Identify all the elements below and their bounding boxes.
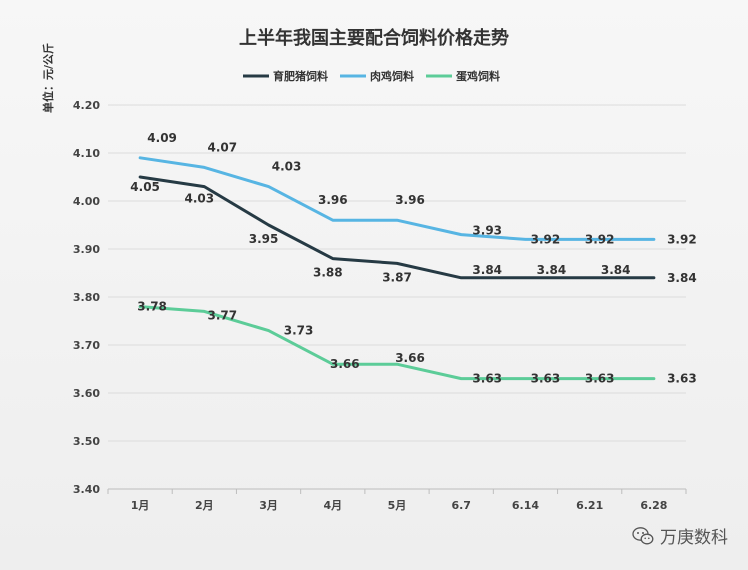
y-tick-label: 4.20 (73, 99, 100, 112)
y-tick-labels: 3.40 3.50 3.60 3.70 3.80 3.90 4.00 4.10 4.20 (73, 99, 100, 496)
data-label: 3.84 (667, 271, 697, 285)
x-tick-label: 1月 (131, 499, 150, 512)
data-label: 3.84 (472, 263, 502, 277)
x-tick-label: 4月 (323, 499, 342, 512)
data-label: 3.92 (531, 232, 561, 246)
watermark-text: 万庚数科 (660, 528, 728, 548)
data-label: 3.66 (330, 357, 360, 371)
y-tick-label: 3.50 (73, 435, 100, 448)
chart-title: 上半年我国主要配合饲料价格走势 (239, 27, 509, 49)
x-tick-label: 5月 (388, 499, 407, 512)
y-tick-label: 3.40 (73, 483, 100, 496)
data-label: 3.63 (472, 372, 502, 386)
x-tick-label: 6.14 (512, 499, 539, 512)
x-tick-label: 6.21 (576, 499, 603, 512)
data-label: 3.88 (313, 266, 343, 280)
data-label: 4.05 (130, 180, 160, 194)
data-label: 3.96 (318, 193, 348, 207)
series-lines (138, 156, 656, 381)
legend-entry: 育肥猪饲料 (273, 69, 328, 83)
data-label: 3.84 (537, 263, 567, 277)
data-label: 3.63 (531, 372, 561, 386)
data-label: 3.92 (667, 232, 697, 246)
data-label: 3.63 (585, 372, 615, 386)
legend: 育肥猪饲料 肉鸡饲料 蛋鸡饲料 (243, 69, 500, 83)
data-label: 4.07 (208, 140, 238, 154)
series-line-2 (138, 305, 656, 381)
x-tick-label: 2月 (195, 499, 214, 512)
data-label: 3.96 (395, 193, 425, 207)
data-label: 4.03 (272, 160, 302, 174)
x-tick-label: 3月 (259, 499, 278, 512)
data-label: 4.03 (185, 192, 215, 206)
y-tick-label: 3.70 (73, 339, 100, 352)
gridlines (107, 104, 687, 494)
data-label: 3.73 (284, 324, 314, 338)
series-line-0 (138, 175, 656, 280)
y-axis-label: 单位：元/公斤 (41, 43, 55, 113)
data-labels: 4.05 4.03 3.95 3.88 3.87 3.84 3.84 3.84 3.84 4.09… (130, 131, 696, 386)
data-label: 3.87 (382, 270, 412, 284)
data-label: 3.77 (208, 308, 238, 322)
x-tick-label: 6.28 (640, 499, 667, 512)
data-label: 4.09 (147, 131, 177, 145)
y-tick-label: 3.80 (73, 291, 100, 304)
data-label: 3.78 (137, 300, 167, 314)
legend-entry: 蛋鸡饲料 (456, 69, 500, 83)
data-label: 3.95 (249, 232, 279, 246)
data-label: 3.92 (585, 232, 615, 246)
data-label: 3.93 (472, 224, 502, 238)
y-tick-label: 4.10 (73, 147, 100, 160)
y-tick-label: 3.60 (73, 387, 100, 400)
y-tick-label: 4.00 (73, 195, 100, 208)
x-tick-labels: 1月 2月 3月 4月 5月 6.7 6.14 6.21 6.28 (131, 499, 668, 512)
wechat-icon (632, 526, 654, 544)
data-label: 3.63 (667, 372, 697, 386)
series-line-1 (138, 156, 656, 241)
watermark: 万庚数科 (632, 523, 728, 548)
y-tick-label: 3.90 (73, 243, 100, 256)
x-tick-label: 6.7 (451, 499, 471, 512)
legend-entry: 肉鸡饲料 (370, 69, 414, 83)
data-label: 3.66 (395, 351, 425, 365)
data-label: 3.84 (601, 263, 631, 277)
